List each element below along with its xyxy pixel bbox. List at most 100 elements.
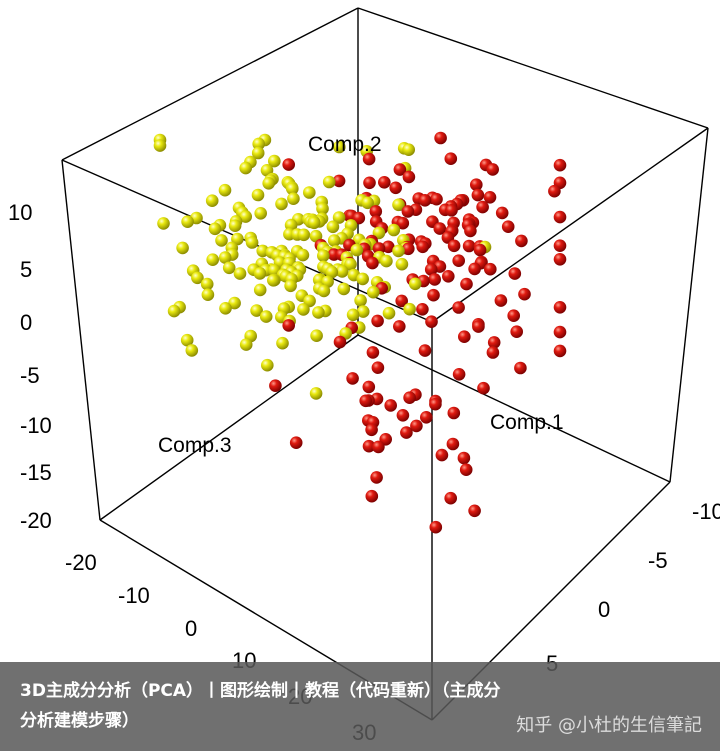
point-yellow-229 bbox=[200, 277, 214, 291]
point-red-324 bbox=[459, 463, 473, 477]
point-red-308 bbox=[384, 399, 398, 412]
point-yellow-116 bbox=[297, 228, 311, 242]
point-red-14 bbox=[282, 158, 296, 171]
point-red-35 bbox=[389, 181, 403, 195]
point-red-16 bbox=[553, 158, 567, 172]
point-red-151 bbox=[402, 242, 415, 256]
point-yellow-263 bbox=[346, 308, 360, 322]
point-red-327 bbox=[444, 491, 458, 505]
point-red-294 bbox=[514, 361, 527, 375]
tick-label-y-3: -5 bbox=[20, 363, 40, 388]
point-red-310 bbox=[396, 409, 410, 422]
point-red-19 bbox=[486, 163, 500, 176]
point-red-319 bbox=[446, 437, 460, 451]
point-red-283 bbox=[333, 335, 347, 349]
point-red-291 bbox=[486, 346, 500, 359]
point-yellow-188 bbox=[344, 258, 357, 271]
point-red-299 bbox=[477, 381, 490, 395]
tick-label-z-0: -20 bbox=[65, 550, 97, 575]
point-yellow-59 bbox=[392, 198, 405, 212]
point-red-296 bbox=[346, 372, 359, 385]
point-yellow-167 bbox=[317, 249, 330, 262]
point-yellow-125 bbox=[215, 234, 228, 247]
point-red-307 bbox=[429, 397, 442, 411]
point-red-309 bbox=[447, 406, 461, 420]
point-red-176 bbox=[452, 254, 466, 267]
point-yellow-31 bbox=[262, 177, 276, 190]
point-yellow-88 bbox=[181, 215, 194, 228]
point-yellow-126 bbox=[327, 234, 341, 247]
point-yellow-236 bbox=[253, 283, 267, 297]
point-yellow-228 bbox=[408, 277, 422, 291]
point-yellow-243 bbox=[354, 294, 367, 307]
point-yellow-279 bbox=[310, 329, 323, 343]
point-red-295 bbox=[452, 368, 466, 381]
point-red-210 bbox=[508, 267, 522, 280]
point-red-267 bbox=[371, 314, 384, 328]
point-yellow-235 bbox=[337, 282, 351, 296]
point-yellow-240 bbox=[201, 288, 215, 302]
point-red-22 bbox=[402, 170, 416, 184]
point-yellow-130 bbox=[245, 236, 259, 249]
point-yellow-300 bbox=[309, 387, 323, 400]
point-red-75 bbox=[553, 210, 567, 224]
point-red-215 bbox=[442, 270, 455, 283]
axis-label-z: Comp.3 bbox=[158, 434, 232, 457]
point-red-42 bbox=[483, 191, 497, 204]
point-red-297 bbox=[269, 379, 282, 393]
point-red-127 bbox=[515, 234, 528, 248]
point-red-325 bbox=[370, 471, 383, 484]
point-yellow-261 bbox=[312, 306, 325, 319]
point-yellow-209 bbox=[233, 267, 247, 280]
point-red-103 bbox=[501, 220, 515, 233]
point-yellow-37 bbox=[218, 183, 232, 197]
point-red-250 bbox=[553, 301, 567, 314]
point-yellow-285 bbox=[276, 336, 289, 350]
tick-label-y-1: -15 bbox=[20, 460, 52, 485]
tick-label-x-1: -5 bbox=[648, 548, 668, 573]
point-red-290 bbox=[366, 346, 380, 359]
point-red-302 bbox=[403, 391, 416, 405]
point-red-66 bbox=[445, 204, 458, 217]
point-red-195 bbox=[484, 262, 497, 276]
tick-label-z-1: -10 bbox=[118, 583, 150, 608]
point-red-277 bbox=[553, 325, 567, 339]
point-red-139 bbox=[462, 239, 476, 253]
point-red-95 bbox=[396, 216, 410, 230]
point-red-25 bbox=[332, 174, 346, 188]
point-yellow-3 bbox=[252, 137, 265, 151]
point-red-284 bbox=[487, 336, 501, 349]
point-yellow-26 bbox=[322, 175, 336, 189]
point-yellow-260 bbox=[356, 305, 370, 318]
point-red-323 bbox=[457, 451, 471, 465]
point-red-174 bbox=[553, 252, 567, 266]
point-red-251 bbox=[452, 301, 465, 314]
point-yellow-186 bbox=[395, 257, 409, 271]
point-yellow-5 bbox=[333, 140, 346, 154]
point-yellow-286 bbox=[239, 338, 253, 351]
point-yellow-216 bbox=[191, 271, 204, 285]
point-red-193 bbox=[468, 262, 481, 276]
point-red-141 bbox=[382, 240, 395, 254]
point-yellow-12 bbox=[268, 154, 281, 168]
point-red-271 bbox=[282, 319, 296, 332]
point-yellow-292 bbox=[261, 358, 274, 372]
point-red-315 bbox=[365, 423, 378, 437]
point-red-326 bbox=[365, 489, 379, 503]
point-red-33 bbox=[470, 178, 483, 191]
point-yellow-17 bbox=[239, 161, 252, 175]
point-red-293 bbox=[371, 361, 385, 375]
point-red-38 bbox=[548, 184, 561, 198]
point-red-61 bbox=[476, 200, 489, 214]
point-red-70 bbox=[495, 206, 509, 220]
point-red-20 bbox=[393, 163, 407, 176]
point-red-320 bbox=[362, 439, 376, 453]
point-yellow-265 bbox=[259, 310, 273, 323]
point-red-27 bbox=[378, 176, 391, 189]
point-yellow-257 bbox=[250, 304, 263, 317]
point-red-289 bbox=[553, 344, 567, 358]
point-yellow-224 bbox=[267, 274, 280, 287]
point-yellow-205 bbox=[335, 265, 349, 278]
point-red-255 bbox=[416, 303, 429, 316]
